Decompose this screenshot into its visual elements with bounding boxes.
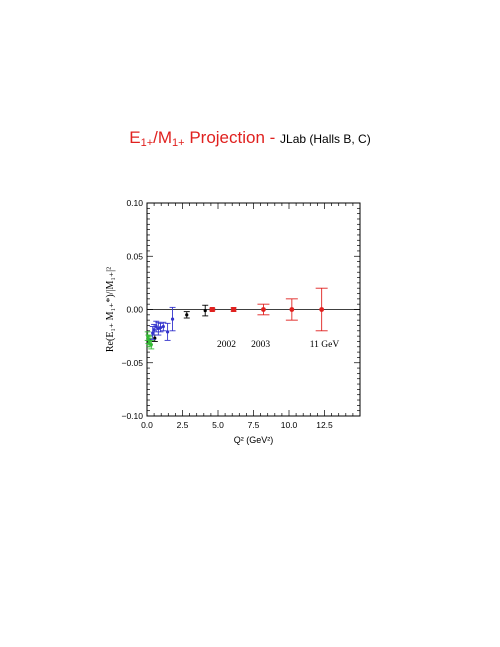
y-tick-label: −0.05 xyxy=(121,358,143,368)
ticks: 0.0 2.5 5.0 7.5 10.0 12.5 0.10 0.05 0.00 −0.05 −0.… xyxy=(121,198,361,430)
data-points xyxy=(144,287,328,350)
point-marker xyxy=(161,324,165,329)
axes xyxy=(146,202,361,417)
x-axis-label: Q² (GeV²) xyxy=(234,435,274,445)
point-marker xyxy=(185,313,189,317)
annotation-label: 11 GeV xyxy=(310,340,340,350)
data-point xyxy=(315,287,328,332)
y-tick-label: 0.05 xyxy=(126,251,143,261)
data-point xyxy=(183,311,190,319)
point-marker xyxy=(154,324,158,329)
data-point xyxy=(202,304,209,317)
point-marker-square xyxy=(209,307,215,312)
annotations: 2002 2003 11 GeV xyxy=(217,340,339,350)
x-tick-label: 7.5 xyxy=(248,420,260,430)
title-m-subscript: 1+ xyxy=(172,137,185,149)
point-marker xyxy=(149,343,153,347)
title-m: /M xyxy=(153,128,173,147)
y-tick-label: −0.10 xyxy=(121,411,143,421)
point-marker xyxy=(261,307,266,312)
data-point xyxy=(257,303,270,316)
point-marker-square xyxy=(231,307,237,312)
annotation-label: 2003 xyxy=(251,340,270,350)
x-tick-label: 5.0 xyxy=(212,420,224,430)
data-point xyxy=(148,339,155,350)
title-lab: JLab (Halls B, C) xyxy=(280,132,371,146)
title-e: E xyxy=(129,128,141,147)
point-marker xyxy=(289,307,295,312)
point-marker xyxy=(165,330,170,334)
point-marker xyxy=(158,326,163,330)
point-marker xyxy=(152,328,156,332)
point-marker xyxy=(170,317,175,321)
x-tick-label: 0.0 xyxy=(141,420,153,430)
data-point xyxy=(160,321,167,332)
title-projection: Projection - xyxy=(184,128,281,147)
y-axis-label: Re(E₁₊ M₁₊*)/|M₁₊|² xyxy=(105,267,116,352)
x-tick-label: 12.5 xyxy=(316,420,333,430)
data-point xyxy=(209,307,216,312)
title-e-subscript: 1+ xyxy=(140,137,154,149)
point-marker xyxy=(319,307,325,312)
data-point xyxy=(230,307,237,312)
data-point xyxy=(285,298,298,321)
title-main: E1+/M1+ Projection - xyxy=(129,128,281,149)
annotation-label: 2002 xyxy=(217,340,236,350)
point-marker xyxy=(203,308,207,313)
chart-title: E1+/M1+ Projection - JLab (Halls B, C) xyxy=(0,128,500,149)
data-point xyxy=(169,306,176,332)
y-tick-label: 0.10 xyxy=(126,198,143,208)
y-tick-label: 0.00 xyxy=(126,305,143,315)
data-point xyxy=(164,322,171,341)
x-tick-label: 2.5 xyxy=(177,420,189,430)
x-tick-label: 10.0 xyxy=(281,420,298,430)
